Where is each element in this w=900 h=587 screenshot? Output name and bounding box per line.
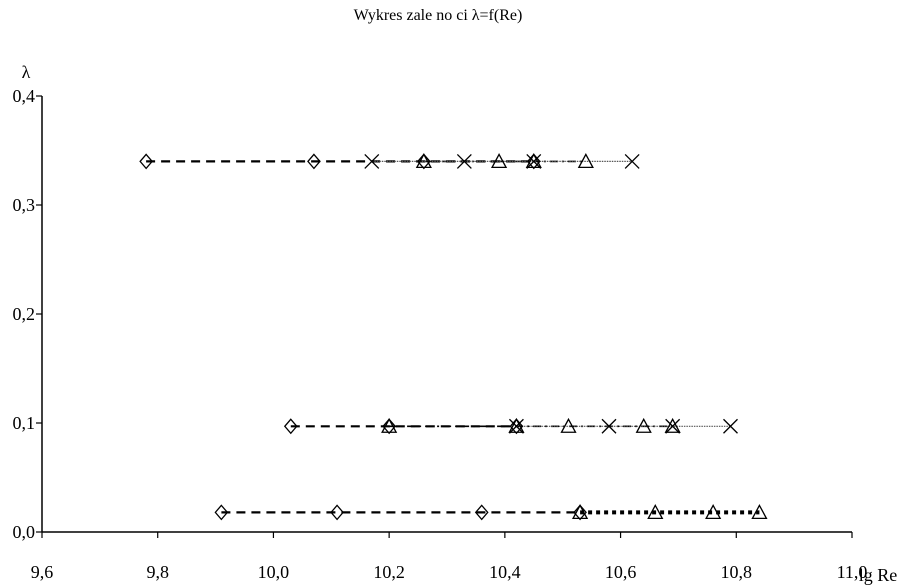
cross-marker bbox=[526, 153, 542, 169]
x-tick-label: 10,8 bbox=[721, 562, 753, 582]
x-axis-label: lg Re bbox=[859, 565, 898, 585]
cross-marker bbox=[601, 418, 617, 434]
triangle-marker bbox=[647, 504, 664, 520]
x-tick-label: 10,2 bbox=[373, 562, 405, 582]
cross-marker bbox=[456, 153, 472, 169]
diamond-marker bbox=[526, 153, 541, 170]
series-lines bbox=[146, 160, 760, 515]
y-tick-label: 0,1 bbox=[13, 413, 36, 433]
x-tick-label: 11,0 bbox=[837, 562, 868, 582]
y-tick-label: 0,3 bbox=[13, 195, 36, 215]
triangle-marker bbox=[635, 417, 652, 433]
diamond-marker bbox=[307, 153, 321, 170]
cross-marker bbox=[508, 418, 524, 434]
triangle-marker bbox=[560, 417, 577, 433]
diamond-marker bbox=[474, 504, 489, 521]
x-tick-label: 9,6 bbox=[31, 562, 54, 582]
cross-marker bbox=[665, 418, 681, 434]
diamond-marker bbox=[382, 418, 396, 435]
cross-marker bbox=[723, 418, 738, 434]
y-tick-label: 0,2 bbox=[13, 304, 36, 324]
cross-marker bbox=[624, 153, 640, 169]
y-tick-label: 0,0 bbox=[13, 522, 36, 542]
triangle-marker bbox=[381, 417, 398, 433]
diamond-marker bbox=[509, 418, 524, 435]
triangle-marker bbox=[571, 504, 589, 520]
triangle-marker bbox=[577, 153, 594, 169]
triangle-marker bbox=[508, 417, 525, 433]
triangle-marker bbox=[525, 153, 542, 169]
x-tick-label: 10,6 bbox=[605, 562, 637, 582]
diamond-marker bbox=[214, 504, 229, 521]
triangle-marker bbox=[705, 504, 722, 520]
series-markers bbox=[139, 153, 768, 521]
chart-title: Wykres zale no ci λ=f(Re) bbox=[354, 7, 523, 24]
cross-marker bbox=[364, 153, 380, 169]
diamond-marker bbox=[330, 504, 344, 521]
y-tick-label: 0,4 bbox=[13, 86, 36, 106]
x-tick-label: 10,4 bbox=[489, 562, 521, 582]
x-tick-label: 10,0 bbox=[258, 562, 290, 582]
diamond-marker bbox=[417, 153, 431, 170]
y-axis-label: λ bbox=[22, 62, 31, 82]
triangle-marker bbox=[751, 504, 768, 520]
diamond-marker bbox=[139, 153, 153, 170]
diamond-marker bbox=[283, 418, 298, 435]
triangle-marker bbox=[664, 417, 681, 433]
x-tick-label: 9,8 bbox=[146, 562, 169, 582]
triangle-marker bbox=[415, 153, 432, 169]
axes: 9,6 9,8 10,0 10,2 10,4 10,6 10,8 11,0 0,0 0,1 0,2 0… bbox=[13, 86, 868, 582]
diamond-marker bbox=[573, 504, 587, 521]
triangle-marker bbox=[490, 153, 508, 169]
